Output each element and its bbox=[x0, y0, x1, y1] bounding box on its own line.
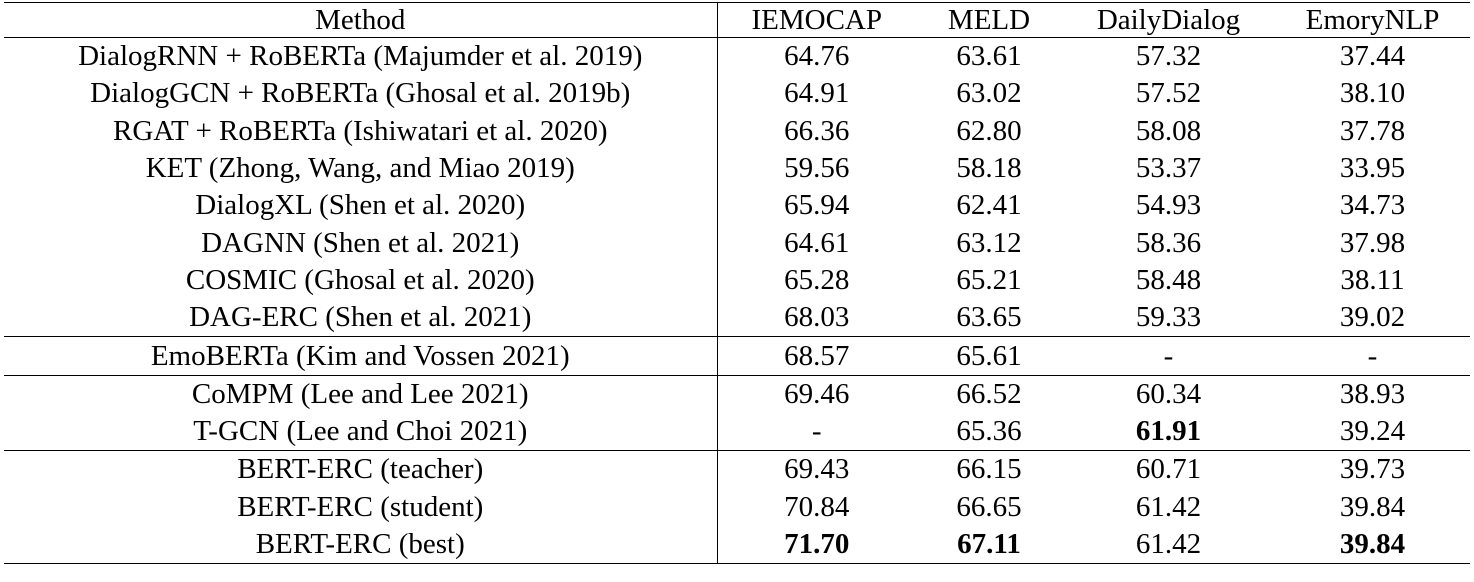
header-dailydialog: DailyDialog bbox=[1096, 3, 1241, 36]
method-cell: BERT-ERC (best) bbox=[4, 525, 718, 565]
meld-cell: 65.21 bbox=[956, 263, 1022, 296]
meld-cell: 66.52 bbox=[916, 374, 1062, 413]
method-cell: DialogXL (Shen et al. 2020) bbox=[4, 187, 718, 225]
method-cell: CoMPM (Lee and Lee 2021) bbox=[4, 374, 718, 413]
iemocap-cell: 65.94 bbox=[784, 189, 850, 222]
method-cell: T-GCN (Lee and Choi 2021) bbox=[4, 412, 718, 451]
iemocap-cell: 64.76 bbox=[784, 40, 850, 73]
method-cell: DialogGCN + RoBERTa (Ghosal et al. 2019b… bbox=[4, 75, 718, 113]
meld-cell: 65.36 bbox=[956, 415, 1022, 448]
iemocap-cell: 65.28 bbox=[784, 263, 850, 296]
meld-cell: 66.65 bbox=[956, 490, 1022, 523]
table-row: DialogRNN + RoBERTa (Majumder et al. 201… bbox=[4, 37, 1470, 76]
table-row: EmoBERTa (Kim and Vossen 2021) 68.57 65.61… bbox=[4, 336, 1470, 376]
method-cell: COSMIC (Ghosal et al. 2020) bbox=[4, 261, 718, 300]
method-cell: RGAT + RoBERTa (Ishiwatari et al. 2020) bbox=[4, 112, 718, 150]
emorynlp-cell: 39.73 bbox=[1275, 450, 1470, 489]
iemocap-cell: 64.61 bbox=[784, 226, 850, 259]
dailydialog-cell: 59.33 bbox=[1135, 301, 1202, 334]
emorynlp-cell: 37.44 bbox=[1339, 40, 1406, 73]
meld-cell: 63.02 bbox=[956, 77, 1022, 110]
dailydialog-cell: 58.36 bbox=[1135, 226, 1202, 259]
iemocap-cell: 70.84 bbox=[784, 490, 850, 523]
header-method: Method bbox=[4, 2, 718, 38]
dailydialog-cell: 57.52 bbox=[1135, 77, 1202, 110]
iemocap-cell: 71.70 bbox=[717, 525, 916, 565]
method-cell: BERT-ERC (teacher) bbox=[4, 450, 718, 489]
dailydialog-cell: 61.42 bbox=[1062, 525, 1275, 565]
table-row: DAG-ERC (Shen et al. 2021) 68.03 63.65 59.3… bbox=[4, 299, 1470, 337]
emorynlp-cell: 39.84 bbox=[1339, 490, 1406, 523]
table-row: KET (Zhong, Wang, and Miao 2019) 59.56 58.… bbox=[4, 149, 1470, 188]
results-table: Method IEMOCAP MELD DailyDialog EmoryNLP… bbox=[4, 2, 1470, 565]
dailydialog-cell: - bbox=[1062, 336, 1275, 376]
meld-cell: 62.41 bbox=[956, 189, 1022, 222]
table-row: BERT-ERC (best) 71.70 67.11 61.42 39.84 bbox=[4, 525, 1470, 565]
iemocap-cell: 66.36 bbox=[784, 114, 850, 147]
dailydialog-cell: 61.42 bbox=[1135, 490, 1202, 523]
method-cell: BERT-ERC (student) bbox=[4, 488, 718, 526]
table-row: RGAT + RoBERTa (Ishiwatari et al. 2020) 6… bbox=[4, 112, 1470, 150]
dailydialog-cell: 60.34 bbox=[1062, 374, 1275, 413]
emorynlp-cell: 38.93 bbox=[1275, 374, 1470, 413]
header-row: Method IEMOCAP MELD DailyDialog EmoryNLP bbox=[4, 2, 1470, 38]
iemocap-cell: 68.57 bbox=[717, 336, 916, 376]
meld-cell: 63.12 bbox=[956, 226, 1022, 259]
emorynlp-cell: 39.24 bbox=[1339, 415, 1406, 448]
dailydialog-cell: 57.32 bbox=[1135, 40, 1202, 73]
dailydialog-cell: 58.08 bbox=[1135, 114, 1202, 147]
emorynlp-cell: 39.84 bbox=[1275, 525, 1470, 565]
table-row: BERT-ERC (student) 70.84 66.65 61.42 39.84 bbox=[4, 488, 1470, 526]
method-cell: EmoBERTa (Kim and Vossen 2021) bbox=[4, 336, 718, 376]
dailydialog-cell: 53.37 bbox=[1135, 152, 1202, 185]
dailydialog-cell: 61.91 bbox=[1135, 415, 1202, 448]
meld-cell: 63.65 bbox=[956, 301, 1022, 334]
dailydialog-cell: 60.71 bbox=[1062, 450, 1275, 489]
iemocap-cell: 59.56 bbox=[784, 152, 850, 185]
method-cell: DAGNN (Shen et al. 2021) bbox=[4, 224, 718, 262]
header-iemocap: IEMOCAP bbox=[751, 3, 882, 36]
iemocap-cell: 69.43 bbox=[717, 450, 916, 489]
dailydialog-cell: 58.48 bbox=[1135, 263, 1202, 296]
emorynlp-cell: 34.73 bbox=[1339, 189, 1406, 222]
meld-cell: 58.18 bbox=[956, 152, 1022, 185]
table-body: DialogRNN + RoBERTa (Majumder et al. 201… bbox=[4, 37, 1470, 565]
meld-cell: 66.15 bbox=[916, 450, 1062, 489]
header-emorynlp: EmoryNLP bbox=[1305, 3, 1440, 36]
method-cell: KET (Zhong, Wang, and Miao 2019) bbox=[4, 149, 718, 188]
emorynlp-cell: 37.78 bbox=[1339, 114, 1406, 147]
emorynlp-cell: 39.02 bbox=[1339, 301, 1406, 334]
table-row: DialogGCN + RoBERTa (Ghosal et al. 2019b… bbox=[4, 75, 1470, 113]
method-cell: DialogRNN + RoBERTa (Majumder et al. 201… bbox=[4, 37, 718, 76]
method-cell: DAG-ERC (Shen et al. 2021) bbox=[4, 299, 718, 337]
iemocap-cell: 69.46 bbox=[717, 374, 916, 413]
emorynlp-cell: 38.10 bbox=[1339, 77, 1406, 110]
iemocap-cell: 64.91 bbox=[784, 77, 850, 110]
table-row: DAGNN (Shen et al. 2021) 64.61 63.12 58.36 3… bbox=[4, 224, 1470, 262]
emorynlp-cell: 33.95 bbox=[1339, 152, 1406, 185]
table-row: T-GCN (Lee and Choi 2021) - 65.36 61.91 39.2… bbox=[4, 412, 1470, 451]
table-row: COSMIC (Ghosal et al. 2020) 65.28 65.21 58.… bbox=[4, 261, 1470, 300]
meld-cell: 65.61 bbox=[916, 336, 1062, 376]
emorynlp-cell: - bbox=[1275, 336, 1470, 376]
emorynlp-cell: 37.98 bbox=[1339, 226, 1406, 259]
table-row: DialogXL (Shen et al. 2020) 65.94 62.41 54.… bbox=[4, 187, 1470, 225]
dailydialog-cell: 54.93 bbox=[1135, 189, 1202, 222]
table-row: CoMPM (Lee and Lee 2021) 69.46 66.52 60.34 3… bbox=[4, 374, 1470, 413]
header-meld: MELD bbox=[947, 3, 1031, 36]
meld-cell: 62.80 bbox=[956, 114, 1022, 147]
meld-cell: 63.61 bbox=[956, 40, 1022, 73]
meld-cell: 67.11 bbox=[916, 525, 1062, 565]
iemocap-cell: - bbox=[811, 415, 822, 448]
emorynlp-cell: 38.11 bbox=[1340, 263, 1405, 296]
table-row: BERT-ERC (teacher) 69.43 66.15 60.71 39.73 bbox=[4, 450, 1470, 489]
iemocap-cell: 68.03 bbox=[784, 301, 850, 334]
